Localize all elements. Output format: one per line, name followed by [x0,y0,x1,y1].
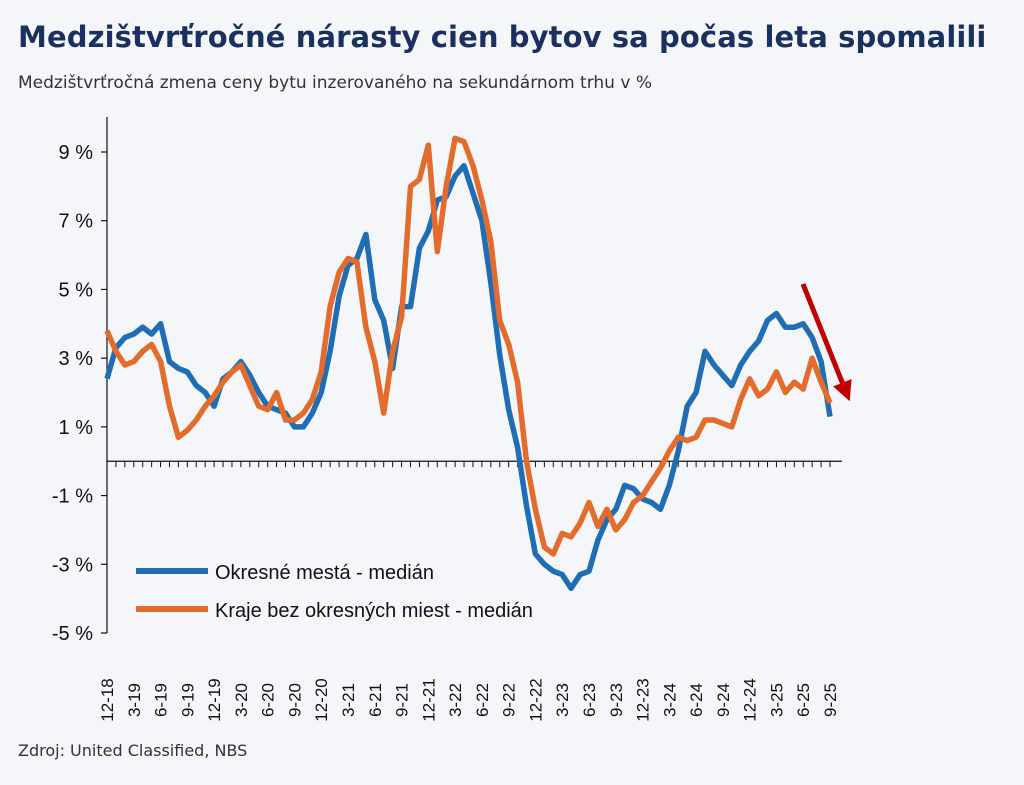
x-tick-label: 6-22 [473,683,492,717]
x-tick-label: 6-25 [794,683,813,717]
legend-label: Okresné mestá - medián [215,562,434,584]
chart-title: Medzištvrťročné nárasty cien bytov sa po… [18,20,987,54]
legend-label: Kraje bez okresných miest - medián [215,600,533,622]
y-tick-label: 7 % [59,211,94,233]
x-tick-label: 6-19 [152,683,171,717]
x-tick-label: 6-24 [687,683,706,717]
x-tick-label: 12-22 [526,678,545,721]
x-tick-label: 3-21 [339,683,358,717]
x-tick-label: 3-25 [767,683,786,717]
y-tick-label: -1 % [52,486,93,508]
x-tick-label: 12-20 [312,678,331,721]
x-tick-label: 12-24 [741,678,760,721]
series-line-okresne-mesta [104,162,833,592]
y-tick-label: 9 % [59,142,94,164]
y-tick-label: 5 % [59,279,94,301]
x-tick-label: 9-24 [714,683,733,717]
x-tick-label: 12-18 [98,678,117,721]
x-tick-label: 6-21 [366,683,385,717]
x-tick-label: 12-21 [419,678,438,721]
x-tick-label: 3-20 [232,683,251,717]
trend-arrow [800,283,852,402]
x-tick-label: 9-19 [178,683,197,717]
x-tick-label: 3-19 [125,683,144,717]
y-tick-label: 1 % [59,417,94,439]
x-tick-label: 12-19 [205,678,224,721]
y-tick-label: -5 % [52,623,93,645]
x-tick-label: 9-20 [285,683,304,717]
y-tick-label: 3 % [59,348,94,370]
x-tick-label: 9-25 [821,683,840,717]
x-tick-label: 3-23 [553,683,572,717]
x-tick-label: 3-22 [446,683,465,717]
x-tick-label: 9-22 [500,683,519,717]
x-tick-label: 9-23 [607,683,626,717]
x-tick-label: 12-23 [634,678,653,721]
x-tick-label: 9-21 [393,683,412,717]
chart-subtitle: Medzištvrťročná zmena ceny bytu inzerova… [18,73,652,93]
y-tick-label: -3 % [52,554,93,576]
x-tick-label: 6-20 [259,683,278,717]
x-tick-label: 6-23 [580,683,599,717]
x-tick-label: 3-24 [660,683,679,717]
source-note: Zdroj: United Classified, NBS [18,741,248,760]
series-line-kraje [104,135,833,557]
